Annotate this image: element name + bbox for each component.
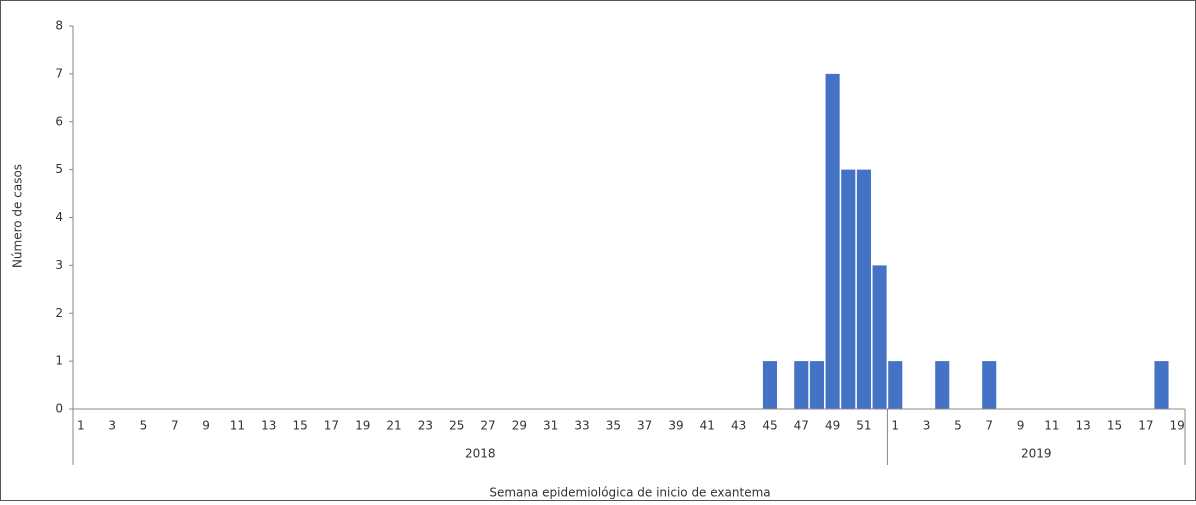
x-tick-label: 29 (512, 419, 527, 433)
group-label: 2018 (465, 447, 496, 461)
bar (809, 361, 824, 409)
x-tick-label: 19 (1170, 419, 1185, 433)
x-tick-label: 31 (543, 419, 558, 433)
x-tick-label: 9 (1017, 419, 1025, 433)
x-tick-label: 1 (77, 419, 85, 433)
x-tick-label: 5 (140, 419, 148, 433)
x-tick-label: 17 (324, 419, 339, 433)
x-tick-label: 15 (1107, 419, 1122, 433)
y-tick-label: 0 (55, 402, 63, 416)
y-tick-label: 2 (55, 306, 63, 320)
x-tick-label: 3 (108, 419, 116, 433)
x-tick-label: 7 (171, 419, 179, 433)
x-tick-label: 7 (985, 419, 993, 433)
x-tick-label: 19 (355, 419, 370, 433)
x-tick-label: 25 (449, 419, 464, 433)
x-tick-label: 13 (261, 419, 276, 433)
bar (825, 73, 840, 409)
x-tick-label: 1 (891, 419, 899, 433)
bar (982, 361, 997, 409)
x-tick-label: 11 (1044, 419, 1059, 433)
group-label: 2019 (1021, 447, 1052, 461)
y-tick-label: 4 (55, 210, 63, 224)
x-tick-label: 39 (668, 419, 683, 433)
y-tick-label: 3 (55, 258, 63, 272)
y-axis-title: Número de casos (11, 164, 25, 268)
bar (1154, 361, 1169, 409)
x-tick-label: 13 (1076, 419, 1091, 433)
bar (794, 361, 809, 409)
x-tick-label: 35 (606, 419, 621, 433)
y-tick-label: 5 (55, 162, 63, 176)
x-tick-label: 41 (700, 419, 715, 433)
bar (935, 361, 950, 409)
bar (872, 265, 887, 409)
x-tick-label: 27 (480, 419, 495, 433)
x-tick-label: 37 (637, 419, 652, 433)
x-axis-title: Semana epidemiológica de inicio de exant… (489, 486, 770, 500)
x-tick-label: 45 (762, 419, 777, 433)
x-tick-label: 51 (856, 419, 871, 433)
x-tick-label: 9 (202, 419, 210, 433)
x-tick-label: 33 (574, 419, 589, 433)
x-tick-label: 47 (794, 419, 809, 433)
y-tick-label: 7 (55, 66, 63, 80)
x-tick-label: 11 (230, 419, 245, 433)
y-tick-label: 1 (55, 354, 63, 368)
x-tick-label: 49 (825, 419, 840, 433)
x-tick-label: 15 (292, 419, 307, 433)
x-tick-label: 17 (1138, 419, 1153, 433)
bar (841, 169, 856, 409)
x-tick-label: 43 (731, 419, 746, 433)
x-tick-label: 5 (954, 419, 962, 433)
y-tick-label: 8 (55, 19, 63, 33)
bar (762, 361, 778, 409)
bar (856, 169, 871, 409)
x-tick-label: 23 (418, 419, 433, 433)
x-tick-label: 3 (923, 419, 931, 433)
bar (888, 361, 903, 409)
y-tick-label: 6 (55, 114, 63, 128)
x-tick-label: 21 (386, 419, 401, 433)
